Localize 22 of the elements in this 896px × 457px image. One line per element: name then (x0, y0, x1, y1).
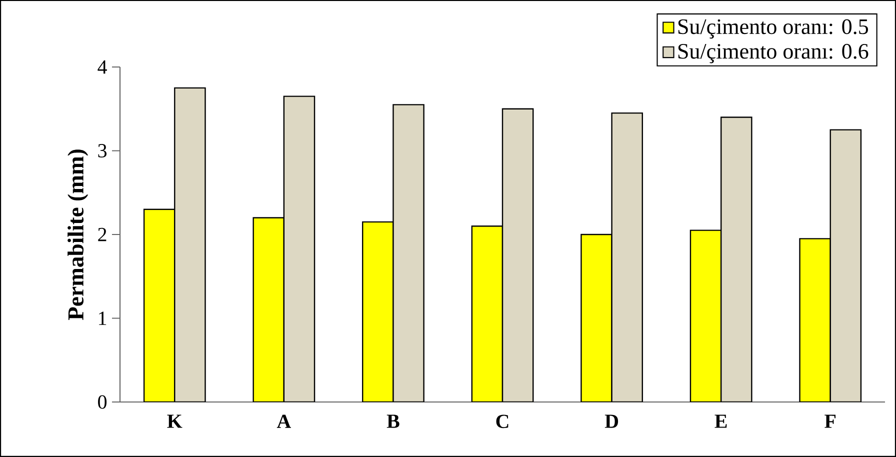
x-tick-label: F (824, 414, 836, 428)
x-tick-label: B (386, 414, 400, 428)
x-tick-label: E (714, 414, 727, 428)
bar (580, 234, 612, 402)
bar (690, 230, 722, 402)
y-tick-label: 1 (99, 312, 106, 325)
bar (471, 226, 504, 402)
legend-label: Su/çimento oranı: 0.5 (678, 19, 868, 39)
y-tick-label: 2 (98, 228, 106, 242)
x-tick-label: C (496, 414, 508, 428)
x-tick-label: A (276, 414, 291, 428)
bar (252, 217, 285, 402)
bar (143, 208, 176, 402)
y-tick-label: 0 (98, 395, 107, 409)
x-tick-label: K (167, 414, 182, 428)
bar (799, 238, 831, 402)
x-tick-label: D (604, 414, 618, 428)
y-tick-label: 4 (98, 60, 107, 74)
y-tick-label: 3 (98, 144, 107, 158)
y-axis-title: Permabilite (mm) (68, 150, 88, 320)
legend-label: Su/çimento oranı: 0.6 (678, 44, 868, 64)
bar (362, 221, 394, 402)
